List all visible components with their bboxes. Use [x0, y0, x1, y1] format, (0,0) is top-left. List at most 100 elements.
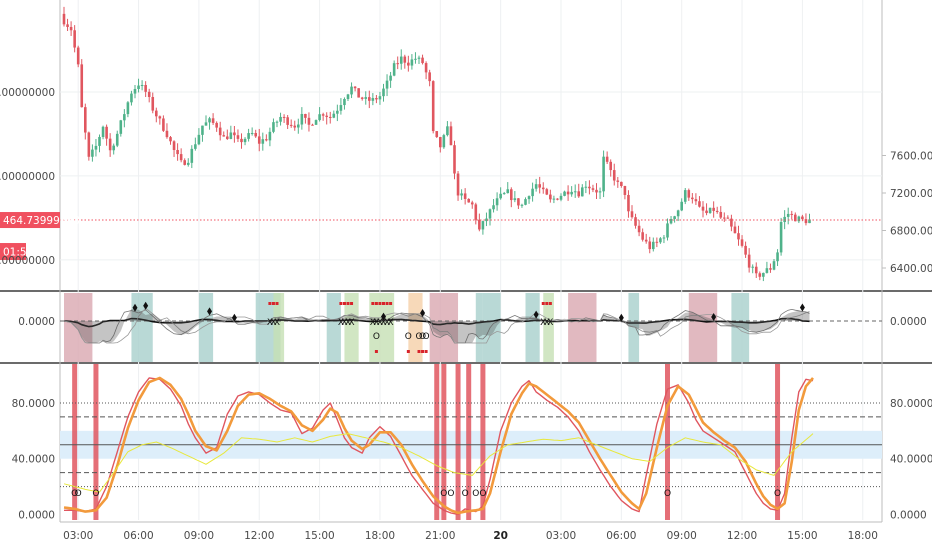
candle-body — [169, 137, 172, 142]
highlight-band — [482, 293, 501, 362]
x-marker: X — [547, 318, 553, 328]
candle-body — [158, 116, 162, 119]
candle-body — [726, 217, 730, 219]
candle-body — [307, 117, 311, 125]
signal-dot — [382, 302, 385, 305]
candle-body — [563, 191, 566, 196]
candle-body — [520, 204, 524, 206]
candle-body — [229, 132, 233, 139]
signal-dot — [389, 302, 393, 305]
candle-body — [407, 62, 410, 66]
candle-body — [183, 160, 186, 165]
x-marker: X — [373, 318, 379, 328]
candle-body — [208, 118, 211, 123]
candle-body — [151, 97, 155, 111]
price-pane[interactable]: 464.73999698 01:50 — [0, 6, 882, 282]
time-tick-label: 03:00 — [546, 530, 576, 542]
candle-body — [215, 122, 218, 128]
diamond-marker — [533, 310, 539, 319]
candle-body — [602, 156, 605, 192]
candle-body — [506, 189, 510, 194]
o-marker: O — [423, 332, 430, 342]
signal-bar — [665, 364, 670, 520]
highlight-band — [543, 293, 554, 362]
candle-body — [297, 124, 300, 128]
candle-body — [644, 239, 648, 242]
candle-body — [510, 189, 513, 201]
candle-body — [801, 216, 804, 220]
time-tick-label: 20 — [493, 530, 508, 542]
price-right-tick-label: 7600.0000 — [890, 151, 932, 163]
stoch-left-tick-label: 80.0000 — [12, 398, 55, 410]
candle-body — [623, 185, 627, 195]
candle-body — [783, 216, 786, 223]
candle-body — [204, 122, 208, 126]
candle-body — [570, 191, 573, 195]
candle-body — [325, 115, 328, 117]
o-marker: O — [373, 332, 380, 342]
candle-body — [431, 81, 435, 132]
candle-body — [211, 118, 215, 123]
candle-body — [751, 266, 754, 268]
o-marker: O — [405, 332, 412, 342]
candle-body — [371, 98, 375, 101]
candle-body — [765, 268, 769, 273]
candle-body — [470, 202, 474, 205]
candle-body — [339, 105, 343, 111]
signal-dot — [342, 302, 346, 305]
candle-body — [609, 161, 612, 171]
price-right-tick-label: 6400.0000 — [890, 263, 932, 275]
candle-body — [584, 186, 588, 188]
last-price-tag — [0, 212, 60, 229]
highlight-band — [131, 293, 153, 362]
candle-body — [463, 193, 467, 199]
x-marker: X — [544, 318, 550, 328]
candle-body — [481, 221, 485, 230]
candle-body — [226, 136, 229, 139]
candle-body — [314, 120, 318, 125]
candle-body — [513, 198, 517, 201]
candle-body — [76, 47, 80, 65]
candle-body — [140, 85, 144, 87]
candle-body — [740, 239, 744, 246]
candle-body — [318, 114, 321, 121]
stochastic-pane[interactable]: OO O O O O O O O O — [60, 364, 882, 520]
diamond-marker — [711, 313, 717, 321]
candle-body — [165, 130, 169, 138]
candle-body — [669, 219, 673, 224]
candle-body — [495, 198, 499, 206]
time-tick-label: 18:00 — [365, 530, 395, 542]
candle-body — [289, 124, 293, 126]
candle-body — [126, 102, 130, 115]
candle-body — [186, 162, 190, 165]
candle-body — [343, 98, 346, 106]
last-price-value: 464.73999698 — [3, 215, 80, 227]
candle-body — [87, 132, 91, 157]
candle-body — [69, 26, 73, 31]
candle-body — [80, 64, 84, 108]
candle-body — [190, 148, 194, 163]
x-marker: X — [384, 318, 390, 328]
candle-body — [336, 110, 339, 114]
candle-body — [115, 133, 119, 146]
time-tick-label: 18:00 — [848, 530, 878, 542]
candle-body — [101, 126, 105, 137]
stoch-series-line — [63, 376, 814, 515]
candle-body — [123, 114, 126, 121]
signal-bar — [93, 364, 99, 520]
candle-body — [133, 89, 137, 94]
candle-body — [94, 145, 98, 150]
candle-body — [240, 138, 243, 143]
highlight-band — [344, 293, 359, 362]
candle-body — [172, 141, 176, 150]
candle-body — [747, 254, 751, 268]
stoch-series-line — [63, 433, 814, 493]
candle-body — [581, 187, 584, 197]
stoch-right-tick-label: 80.0000 — [890, 398, 932, 410]
candle-body — [588, 186, 591, 189]
candle-body — [300, 113, 304, 125]
candle-body — [417, 57, 421, 59]
candle-body — [155, 110, 158, 117]
